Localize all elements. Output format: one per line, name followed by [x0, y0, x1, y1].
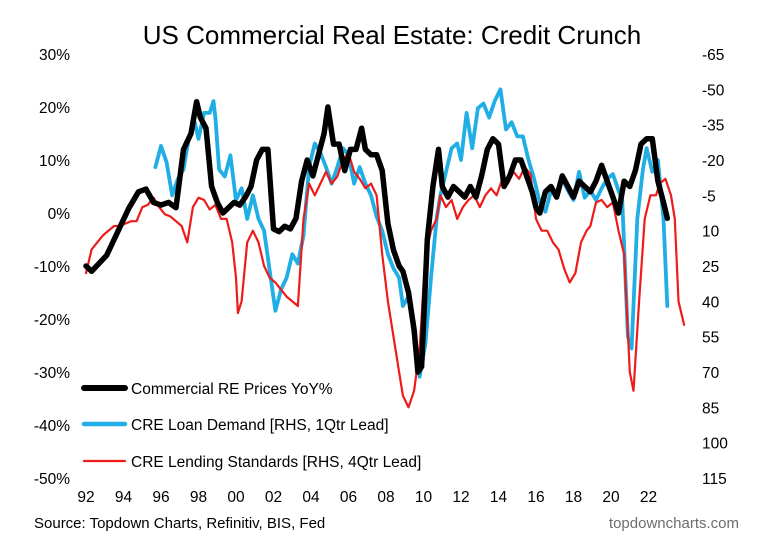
legend-label: CRE Loan Demand [RHS, 1Qtr Lead] — [131, 417, 389, 434]
left-tick-label: 30% — [39, 47, 70, 64]
x-tick-label: 94 — [115, 489, 133, 506]
right-axis: -65 -50 -35 -20 -5 10 25 40 55 70 85 100 115 — [702, 47, 728, 488]
left-tick-label: -50% — [34, 471, 70, 488]
plot-area — [83, 87, 686, 409]
series-line-lending-standards — [84, 151, 686, 409]
right-tick-label: -20 — [702, 153, 725, 170]
right-tick-label: -35 — [702, 118, 724, 135]
right-tick-label: 40 — [702, 294, 720, 311]
x-axis: 92 94 96 98 00 02 04 06 08 10 12 14 16 18 20 22 — [77, 489, 657, 506]
x-tick-label: 14 — [490, 489, 508, 506]
right-tick-label: 70 — [702, 365, 720, 382]
legend-label: Commercial RE Prices YoY% — [131, 381, 333, 398]
right-tick-label: 55 — [702, 330, 719, 347]
x-tick-label: 96 — [152, 489, 169, 506]
left-tick-label: 20% — [39, 100, 70, 117]
x-tick-label: 18 — [565, 489, 582, 506]
right-tick-label: -5 — [702, 188, 716, 205]
x-tick-label: 12 — [452, 489, 469, 506]
x-tick-label: 08 — [377, 489, 394, 506]
x-tick-label: 20 — [602, 489, 620, 506]
left-tick-label: -10% — [34, 259, 70, 276]
left-tick-label: -30% — [34, 365, 70, 382]
legend-label: CRE Lending Standards [RHS, 4Qtr Lead] — [131, 454, 421, 471]
x-tick-label: 06 — [340, 489, 357, 506]
right-tick-label: 100 — [702, 436, 728, 453]
left-tick-label: -20% — [34, 312, 70, 329]
chart-title: US Commercial Real Estate: Credit Crunch — [143, 20, 642, 50]
x-tick-label: 92 — [77, 489, 94, 506]
x-tick-label: 22 — [640, 489, 657, 506]
x-tick-label: 16 — [527, 489, 544, 506]
x-tick-label: 04 — [302, 489, 320, 506]
legend: Commercial RE Prices YoY% CRE Loan Demand… — [81, 381, 421, 471]
right-tick-label: -65 — [702, 47, 724, 64]
right-tick-label: -50 — [702, 82, 725, 99]
left-tick-label: 0% — [48, 206, 71, 223]
x-tick-label: 02 — [265, 489, 282, 506]
right-tick-label: 10 — [702, 224, 720, 241]
right-tick-label: 25 — [702, 259, 719, 276]
source-note: Source: Topdown Charts, Refinitiv, BIS, … — [34, 515, 325, 532]
brand-watermark: topdowncharts.com — [609, 515, 739, 532]
series-line-prices — [83, 98, 671, 375]
series-line-loan-demand — [153, 87, 670, 379]
right-tick-label: 85 — [702, 400, 719, 417]
right-tick-label: 115 — [702, 471, 727, 488]
left-tick-label: 10% — [39, 153, 70, 170]
x-tick-label: 10 — [415, 489, 433, 506]
x-tick-label: 98 — [190, 489, 207, 506]
left-tick-label: -40% — [34, 418, 70, 435]
left-axis: 30% 20% 10% 0% -10% -20% -30% -40% -50% — [34, 47, 70, 488]
x-tick-label: 00 — [227, 489, 245, 506]
